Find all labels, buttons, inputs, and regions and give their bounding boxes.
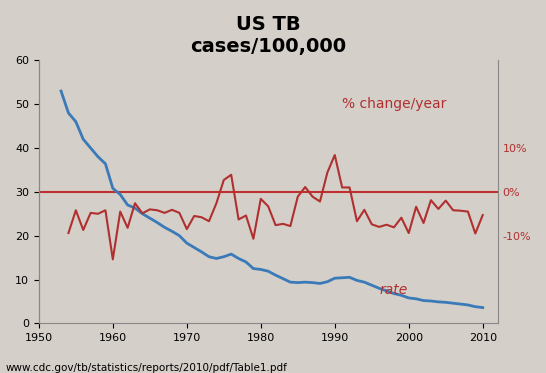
Title: US TB
cases/100,000: US TB cases/100,000 [190, 15, 346, 56]
Text: % change/year: % change/year [342, 97, 447, 111]
Text: www.cdc.gov/tb/statistics/reports/2010/pdf/Table1.pdf: www.cdc.gov/tb/statistics/reports/2010/p… [5, 363, 287, 373]
Text: rate: rate [379, 283, 407, 298]
